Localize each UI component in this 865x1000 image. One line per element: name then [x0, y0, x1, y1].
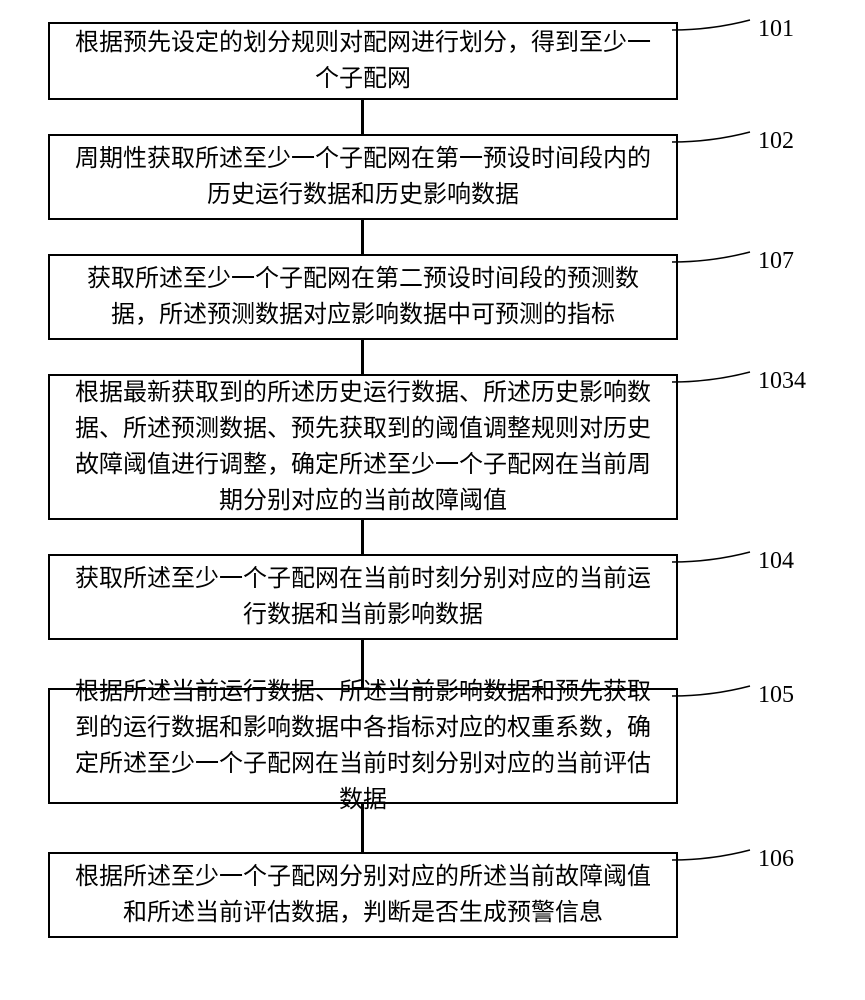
flow-node-104-text: 获取所述至少一个子配网在当前时刻分别对应的当前运行数据和当前影响数据 — [68, 561, 658, 633]
flow-edge-105-106 — [361, 804, 364, 852]
flow-label-101: 101 — [758, 16, 794, 43]
flow-node-105: 根据所述当前运行数据、所述当前影响数据和预先获取到的运行数据和影响数据中各指标对… — [48, 688, 678, 804]
flow-node-1034: 根据最新获取到的所述历史运行数据、所述历史影响数据、所述预测数据、预先获取到的阈… — [48, 374, 678, 520]
flow-node-106: 根据所述至少一个子配网分别对应的所述当前故障阈值和所述当前评估数据，判断是否生成… — [48, 852, 678, 938]
flow-label-107: 107 — [758, 248, 794, 275]
leader-104 — [672, 550, 754, 570]
leader-101 — [672, 18, 754, 38]
flow-edge-101-102 — [361, 100, 364, 134]
flow-label-1034: 1034 — [758, 368, 806, 395]
flow-node-105-text: 根据所述当前运行数据、所述当前影响数据和预先获取到的运行数据和影响数据中各指标对… — [68, 674, 658, 818]
flow-label-105: 105 — [758, 682, 794, 709]
flow-node-106-text: 根据所述至少一个子配网分别对应的所述当前故障阈值和所述当前评估数据，判断是否生成… — [68, 859, 658, 931]
leader-105 — [672, 684, 754, 704]
flow-node-104: 获取所述至少一个子配网在当前时刻分别对应的当前运行数据和当前影响数据 — [48, 554, 678, 640]
flowchart-canvas: 根据预先设定的划分规则对配网进行划分，得到至少一个子配网 101 周期性获取所述… — [0, 0, 865, 1000]
flow-node-107-text: 获取所述至少一个子配网在第二预设时间段的预测数据，所述预测数据对应影响数据中可预… — [68, 261, 658, 333]
flow-label-102: 102 — [758, 128, 794, 155]
flow-node-107: 获取所述至少一个子配网在第二预设时间段的预测数据，所述预测数据对应影响数据中可预… — [48, 254, 678, 340]
flow-node-1034-text: 根据最新获取到的所述历史运行数据、所述历史影响数据、所述预测数据、预先获取到的阈… — [68, 375, 658, 519]
leader-106 — [672, 848, 754, 868]
leader-107 — [672, 250, 754, 270]
flow-edge-102-107 — [361, 220, 364, 254]
flow-edge-107-1034 — [361, 340, 364, 374]
flow-node-102: 周期性获取所述至少一个子配网在第一预设时间段内的历史运行数据和历史影响数据 — [48, 134, 678, 220]
flow-edge-1034-104 — [361, 520, 364, 554]
leader-1034 — [672, 370, 754, 390]
flow-label-104: 104 — [758, 548, 794, 575]
flow-node-101: 根据预先设定的划分规则对配网进行划分，得到至少一个子配网 — [48, 22, 678, 100]
flow-node-102-text: 周期性获取所述至少一个子配网在第一预设时间段内的历史运行数据和历史影响数据 — [68, 141, 658, 213]
flow-node-101-text: 根据预先设定的划分规则对配网进行划分，得到至少一个子配网 — [68, 25, 658, 97]
leader-102 — [672, 130, 754, 150]
flow-label-106: 106 — [758, 846, 794, 873]
